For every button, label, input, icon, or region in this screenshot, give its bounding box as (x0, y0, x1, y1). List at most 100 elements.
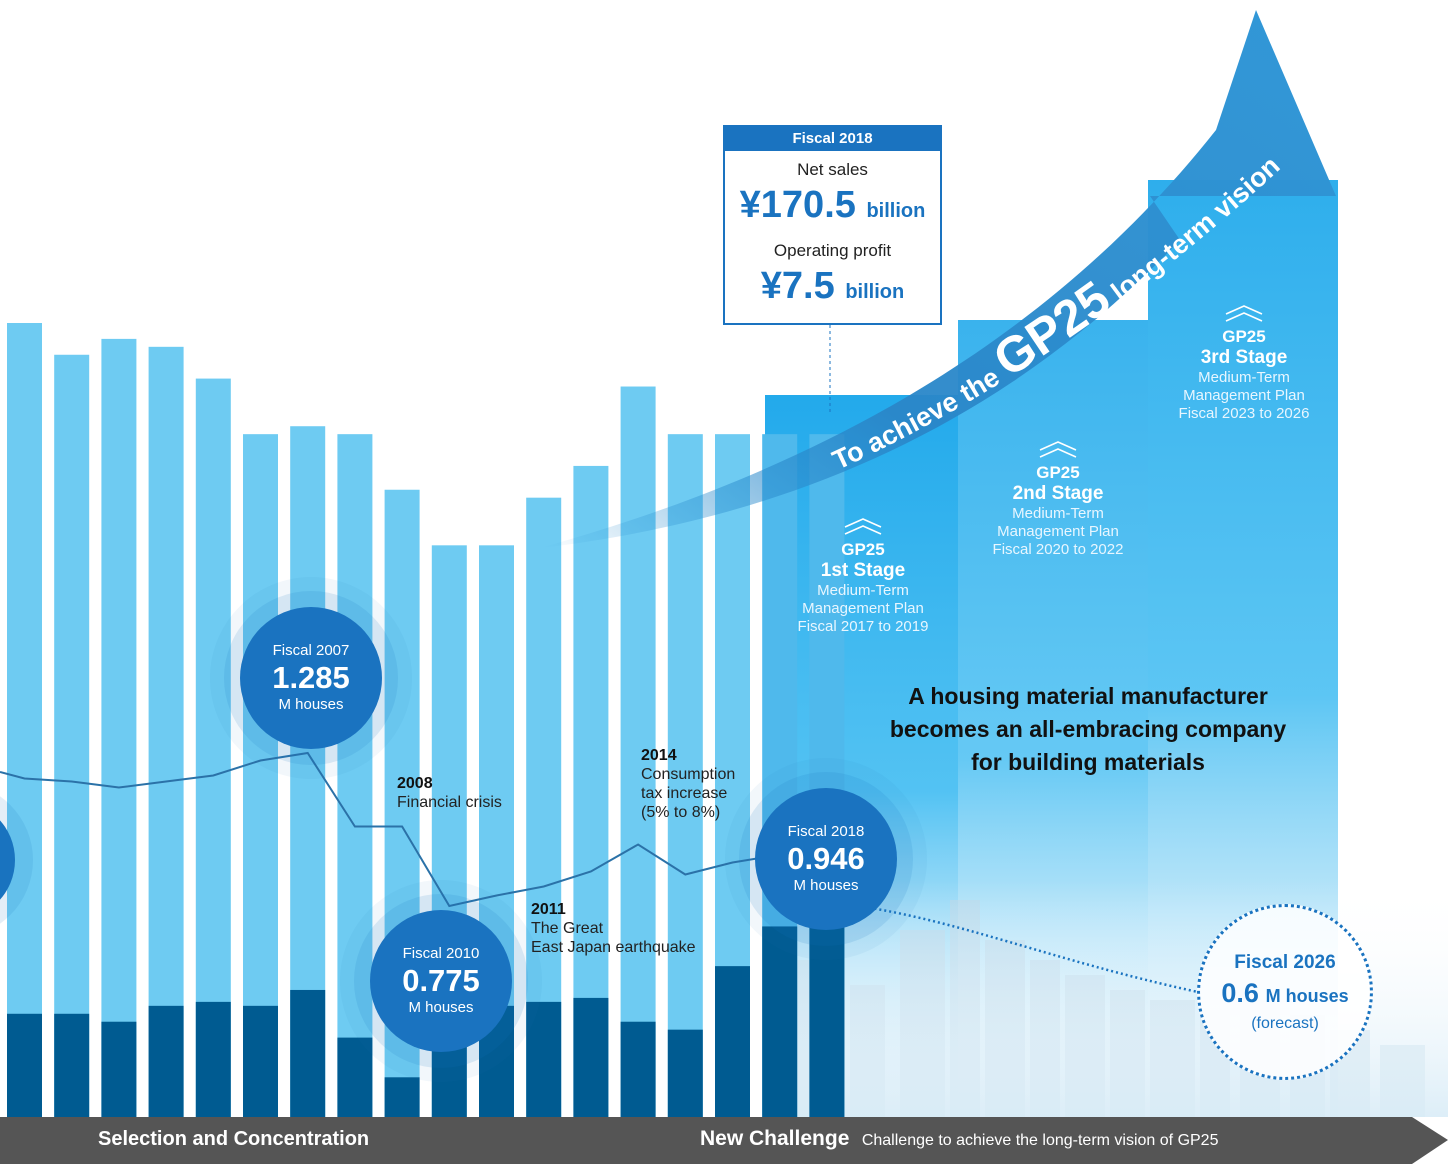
net-sales-label: Net sales (797, 160, 868, 179)
stage-box-2: GP25 2nd Stage Medium-Term Management Pl… (968, 441, 1148, 559)
forecast-dotted-line (849, 903, 1199, 994)
callout-unit: M houses (278, 696, 344, 713)
bar-base-4 (195, 1001, 231, 1117)
timeline-right: New Challenge Challenge to achieve the l… (700, 1127, 1218, 1151)
bar-base-1 (54, 1013, 90, 1117)
event-text: East Japan earthquake (531, 939, 696, 956)
forecast-label: Fiscal 2026 (1234, 951, 1336, 973)
callout-label: Fiscal 2018 (787, 823, 865, 840)
callout-offscreen-halo (0, 796, 33, 924)
chevron-up-icon (1225, 305, 1263, 322)
stage-1-plan-1: Medium-Term (817, 582, 909, 599)
net-sales-unit: billion (866, 200, 926, 222)
stage-3-plan-1: Medium-Term (1198, 369, 1290, 386)
callout-label: Fiscal 2010 (402, 945, 480, 962)
bar-5 (243, 434, 278, 1117)
net-sales-value-row: ¥170.5 billion (725, 184, 940, 232)
tagline-line-3: for building materials (971, 749, 1205, 775)
stage-3-name: GP25 (1222, 327, 1266, 346)
bar-base-5 (243, 1005, 278, 1117)
callout-unit: M houses (408, 999, 474, 1016)
event-text: Financial crisis (397, 794, 502, 811)
operating-profit-value-row: ¥7.5 billion (725, 265, 940, 313)
bar-base-14 (667, 1029, 703, 1117)
tagline: A housing material manufacturer becomes … (858, 680, 1318, 779)
bar-2 (101, 338, 137, 1117)
timeline-right-desc: Challenge to achieve the long-term visio… (861, 1132, 1219, 1149)
stage-2-plan-3: Fiscal 2020 to 2022 (992, 541, 1124, 558)
stage-1-name: GP25 (841, 540, 885, 559)
net-sales-value: ¥170.5 (739, 184, 856, 226)
stage-box-3: GP25 3rd Stage Medium-Term Management Pl… (1154, 305, 1334, 423)
stage-2-stage: 2nd Stage (1012, 483, 1104, 504)
fiscal-2018-box-title: Fiscal 2018 (725, 127, 940, 151)
chevron-up-icon (1039, 441, 1077, 458)
stage-3-plan-2: Management Plan (1183, 387, 1305, 404)
bar-base-13 (620, 1021, 656, 1117)
event-year: 2008 (397, 775, 433, 792)
housing-starts-line (0, 751, 780, 908)
bar-7 (337, 434, 373, 1117)
stage-2-plan-1: Medium-Term (1012, 505, 1104, 522)
bar-1 (54, 354, 90, 1117)
forecast-unit: M houses (1265, 985, 1349, 1006)
stage-2-name: GP25 (1036, 463, 1080, 482)
event-2014: 2014 Consumption tax increase (5% to 8%) (641, 746, 735, 822)
stage-box-1: GP25 1st Stage Medium-Term Management Pl… (773, 518, 953, 636)
stage-1-plan-2: Management Plan (802, 600, 924, 617)
stage-1-plan-3: Fiscal 2017 to 2019 (797, 618, 929, 635)
callout-value: 0.775 (402, 963, 480, 998)
bar-base-2 (101, 1021, 137, 1117)
bar-4 (195, 378, 231, 1118)
timeline-left-label: Selection and Concentration (98, 1128, 370, 1150)
tagline-line-2: becomes an all-embracing company (889, 716, 1287, 742)
event-2008: 2008 Financial crisis (397, 774, 502, 812)
stage-1-stage: 1st Stage (820, 560, 906, 581)
callout-fiscal-2007: Fiscal 2007 1.285 M houses (240, 607, 382, 749)
bar-14 (667, 434, 703, 1117)
chevron-up-icon (844, 518, 882, 535)
event-year: 2011 (531, 901, 566, 918)
callout-label: Fiscal 2007 (272, 642, 350, 659)
event-2011: 2011 The Great East Japan earthquake (531, 900, 696, 957)
bar-base-12 (573, 997, 609, 1117)
event-text: tax increase (641, 785, 728, 802)
bar-base-8 (384, 1077, 420, 1117)
timeline-right-title: New Challenge (700, 1127, 850, 1150)
event-year: 2014 (641, 747, 677, 764)
callout-value: 1.285 (272, 660, 350, 695)
bar-base-16 (762, 926, 798, 1117)
bar-3 (148, 346, 184, 1117)
operating-profit-value: ¥7.5 (760, 265, 835, 307)
bar-base-11 (526, 1001, 562, 1117)
bar-13 (620, 386, 656, 1117)
forecast-value-row: 0.6 M houses (1200, 978, 1370, 1009)
callout-unit: M houses (793, 877, 859, 894)
event-text: (5% to 8%) (641, 804, 721, 821)
event-text: The Great (531, 920, 604, 937)
timeline-arrow (0, 1117, 1448, 1164)
bar-base-3 (148, 1005, 184, 1117)
forecast-note: (forecast) (1251, 1014, 1319, 1032)
bar-base-17 (809, 910, 845, 1117)
fiscal-2018-box: Fiscal 2018 Net sales ¥170.5 billion Ope… (723, 125, 942, 325)
callout-fiscal-2018: Fiscal 2018 0.946 M houses (755, 788, 897, 930)
bar-base-0 (7, 1013, 42, 1117)
callout-value: 0.946 (787, 841, 865, 876)
forecast-value: 0.6 (1221, 977, 1259, 1008)
stage-3-plan-3: Fiscal 2023 to 2026 (1178, 405, 1310, 422)
bar-base-6 (290, 989, 326, 1117)
stage-2-plan-2: Management Plan (997, 523, 1119, 540)
forecast-fiscal-2026: Fiscal 2026 0.6 M houses (forecast) (1197, 904, 1373, 1080)
growth-arrow (540, 10, 1336, 548)
operating-profit-unit: billion (845, 281, 905, 303)
event-text: Consumption (641, 766, 736, 783)
bar-base-15 (715, 966, 750, 1117)
callout-fiscal-2010: Fiscal 2010 0.775 M houses (370, 910, 512, 1052)
bar-base-7 (337, 1037, 373, 1117)
stage-3-stage: 3rd Stage (1200, 347, 1288, 368)
bar-0 (7, 323, 42, 1117)
callout-offscreen-bubble (0, 820, 15, 900)
